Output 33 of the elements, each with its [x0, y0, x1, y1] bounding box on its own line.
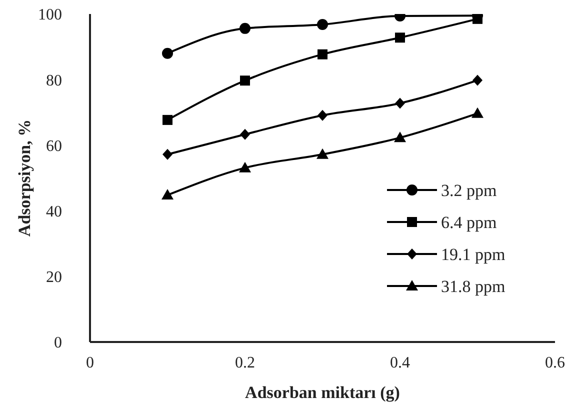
x-tick-label: 0.6: [545, 354, 565, 372]
point: [162, 114, 172, 125]
legend-label: 3.2 ppm: [441, 181, 497, 200]
y-axis-title: Adsorpsiyon, %: [15, 119, 34, 237]
y-tick-label: 40: [46, 203, 62, 220]
x-tick-label: 0.2: [235, 354, 255, 372]
legend-label: 6.4 ppm: [441, 213, 497, 232]
y-tick-label: 60: [46, 138, 62, 155]
point: [394, 132, 406, 142]
x-tick-label: 0.4: [390, 354, 410, 372]
point: [239, 162, 251, 172]
point: [316, 148, 328, 159]
point: [318, 110, 328, 121]
point: [240, 22, 250, 34]
point: [472, 74, 482, 86]
point: [240, 76, 250, 86]
point: [318, 49, 328, 60]
x-axis-title: Adsorban miktarı (g): [245, 383, 400, 402]
legend-label: 31.8 ppm: [441, 277, 506, 296]
point: [395, 98, 405, 109]
x-tick-label: 0: [86, 354, 94, 372]
point: [240, 128, 250, 140]
point: [317, 18, 328, 30]
point: [472, 107, 484, 118]
y-tick-label: 0: [54, 334, 62, 352]
y-tick-label: 100: [38, 6, 62, 24]
point: [162, 148, 172, 160]
point: [395, 32, 405, 43]
y-tick-label: 80: [46, 72, 62, 90]
legend-label: 19.1 ppm: [441, 245, 506, 264]
point: [162, 48, 173, 59]
y-tick-label: 20: [46, 269, 62, 286]
point: [162, 189, 174, 200]
